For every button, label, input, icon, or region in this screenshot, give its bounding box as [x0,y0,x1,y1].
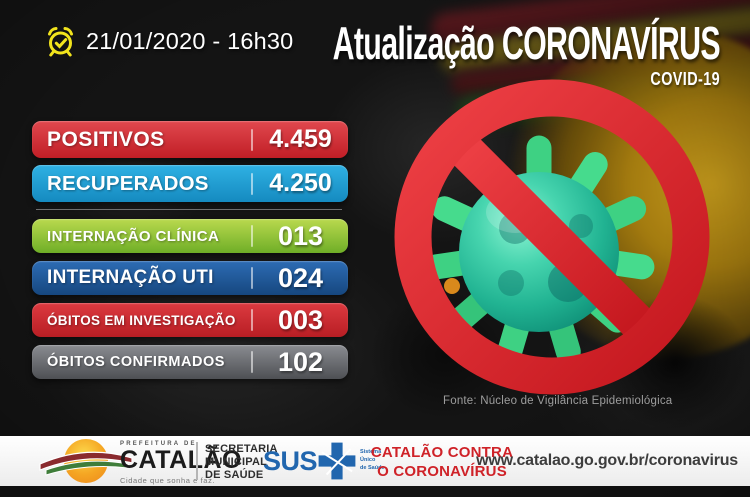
sus-acronym: SUS [263,445,318,476]
divider [251,225,253,247]
stat-value: 102 [277,346,324,377]
secretaria-line: MUNICIPAL [205,456,268,469]
sus-caption-line: Único [360,457,376,464]
group-separator-line [36,209,342,210]
footer-divider [196,442,198,480]
stat-value: 024 [277,262,324,293]
stat-label: ÓBITOS EM INVESTIGAÇÃO [47,312,236,328]
stats-panel: POSITIVOS 4.459 RECUPERADOS 4.250 INTERN… [32,121,348,387]
stat-row-recuperados: RECUPERADOS 4.250 [32,165,348,202]
website-url: www.catalao.go.gov.br/coronavirus [476,452,738,469]
stat-label: POSITIVOS [47,127,165,151]
divider [251,309,253,331]
stat-value: 4.459 [269,125,332,153]
datetime-text: 21/01/2020 - 16h30 [86,27,294,54]
stat-row-internacao-clinica: INTERNAÇÃO CLÍNICA 013 [32,219,348,253]
sus-caption-line: Sistema [360,449,382,456]
stat-label: RECUPERADOS [47,171,209,195]
stat-value: 003 [277,304,324,335]
source-note: Fonte: Núcleo de Vigilância Epidemiológi… [443,395,673,407]
divider [251,267,253,289]
campaign-slogan: CATALÃO CONTRA O CORONAVÍRUS [368,444,516,482]
campaign-line: O CORONAVÍRUS [377,462,507,480]
prefeitura-block: PREFEITURA DE CATALÃO Cidade que sonha e… [120,441,242,485]
catalao-city-logo [39,439,133,483]
secretaria-saude-label: SECRETARIA MUNICIPAL DE SAÚDE [205,443,278,483]
sus-caption-line: de Saúde [360,464,385,471]
prohibition-symbol [394,79,710,395]
stat-value: 4.250 [269,169,332,197]
prefeitura-tagline: Cidade que sonha e faz. [120,476,216,485]
stat-row-positivos: POSITIVOS 4.459 [32,121,348,158]
divider [251,128,253,151]
prefeitura-pre-label: PREFEITURA DE [120,441,197,447]
stat-label: INTERNAÇÃO CLÍNICA [47,227,220,245]
stat-label: INTERNAÇÃO UTI [47,267,214,288]
stat-label: ÓBITOS CONFIRMADOS [47,354,225,370]
page-title: Atualização CORONAVÍRUS [332,17,721,69]
divider [251,351,253,373]
page-subtitle: COVID-19 [650,69,720,89]
campaign-line: CATALÃO CONTRA [370,444,514,461]
no-coronavirus-sign [394,79,710,395]
divider [251,172,253,195]
secretaria-line: SECRETARIA [205,443,278,455]
prefeitura-name: CATALÃO [120,446,242,474]
sus-cross-icon [318,442,356,480]
stat-row-internacao-uti: INTERNAÇÃO UTI 024 [32,261,348,295]
sus-caption: Sistema Único de Saúde [360,449,384,472]
datetime: 21/01/2020 - 16h30 [44,24,293,58]
stat-value: 013 [277,220,324,251]
stat-row-obitos-investigacao: ÓBITOS EM INVESTIGAÇÃO 003 [32,303,348,337]
stat-row-obitos-confirmados: ÓBITOS CONFIRMADOS 102 [32,345,348,379]
title-block: Atualização CORONAVÍRUS COVID-19 [133,17,721,90]
sus-logo: SUS Sistema Único de Saúde [263,440,384,482]
secretaria-line: DE SAÚDE [205,469,264,482]
footer-bar: PREFEITURA DE CATALÃO Cidade que sonha e… [0,436,750,486]
alarm-clock-icon [48,27,73,57]
